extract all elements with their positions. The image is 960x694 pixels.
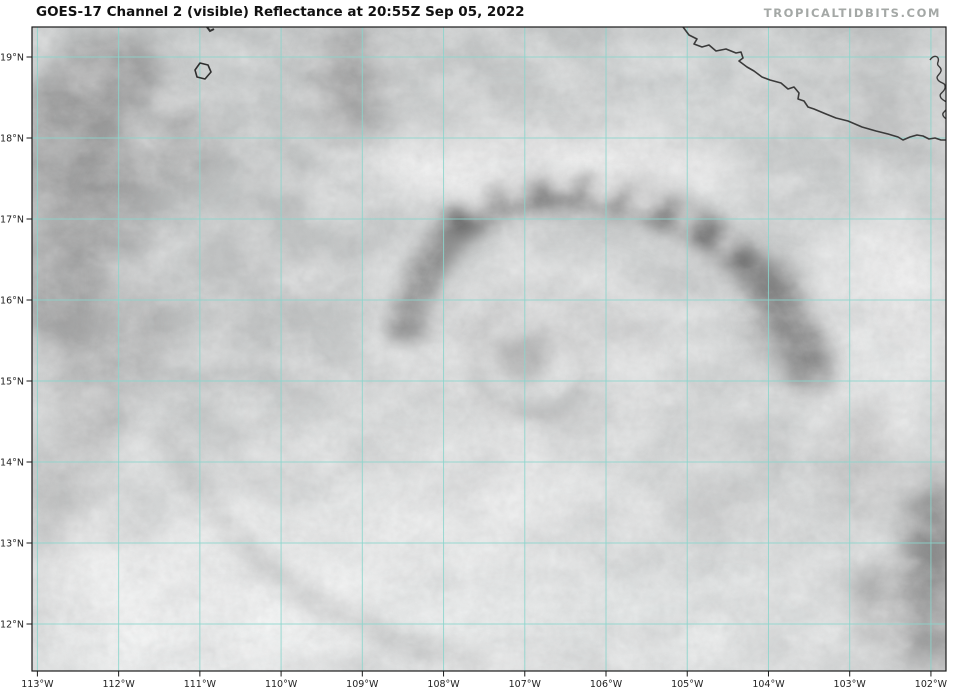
coastline-mexico-pacific: [682, 27, 946, 141]
site-watermark: TROPICALTIDBITS.COM: [763, 6, 941, 20]
lon-tick-label: 111°W: [184, 679, 217, 690]
lon-tick-label: 113°W: [21, 679, 54, 690]
lon-tick-label: 110°W: [265, 679, 298, 690]
lon-tick-label: 108°W: [427, 679, 460, 690]
lon-tick-label: 109°W: [346, 679, 379, 690]
image-title: GOES-17 Channel 2 (visible) Reflectance …: [36, 4, 525, 20]
lat-tick-label: 15°N: [0, 377, 24, 388]
lat-tick-label: 19°N: [0, 53, 24, 64]
lat-tick-label: 16°N: [0, 296, 24, 307]
axis-ticks: [26, 56, 932, 677]
lat-tick-label: 13°N: [0, 539, 24, 550]
cloud-imagery-layer: [32, 27, 946, 671]
small-island-outline: [194, 62, 212, 80]
lon-tick-label: 103°W: [834, 679, 867, 690]
graticule-grid: [32, 27, 946, 671]
lat-tick-label: 14°N: [0, 458, 24, 469]
map-frame: [31, 26, 947, 672]
lon-tick-label: 107°W: [509, 679, 542, 690]
lon-tick-label: 102°W: [915, 679, 948, 690]
lon-tick-label: 105°W: [671, 679, 704, 690]
lat-tick-label: 17°N: [0, 215, 24, 226]
longitude-labels: 113°W 112°W 111°W 110°W 109°W 108°W 107°W 106°W…: [21, 679, 947, 690]
top-edge-coast-fragment: [206, 27, 215, 33]
lon-tick-label: 112°W: [102, 679, 135, 690]
latitude-labels: 19°N 18°N 17°N 16°N 15°N 14°N 13°N 12°N: [0, 53, 24, 631]
lon-tick-label: 106°W: [590, 679, 623, 690]
lat-tick-label: 12°N: [0, 620, 24, 631]
coastline-group: [194, 27, 946, 141]
lon-tick-label: 104°W: [752, 679, 785, 690]
barrier-lagoon-inlets: [929, 55, 946, 120]
cloud-grain: [32, 27, 946, 671]
lat-tick-label: 18°N: [0, 134, 24, 145]
